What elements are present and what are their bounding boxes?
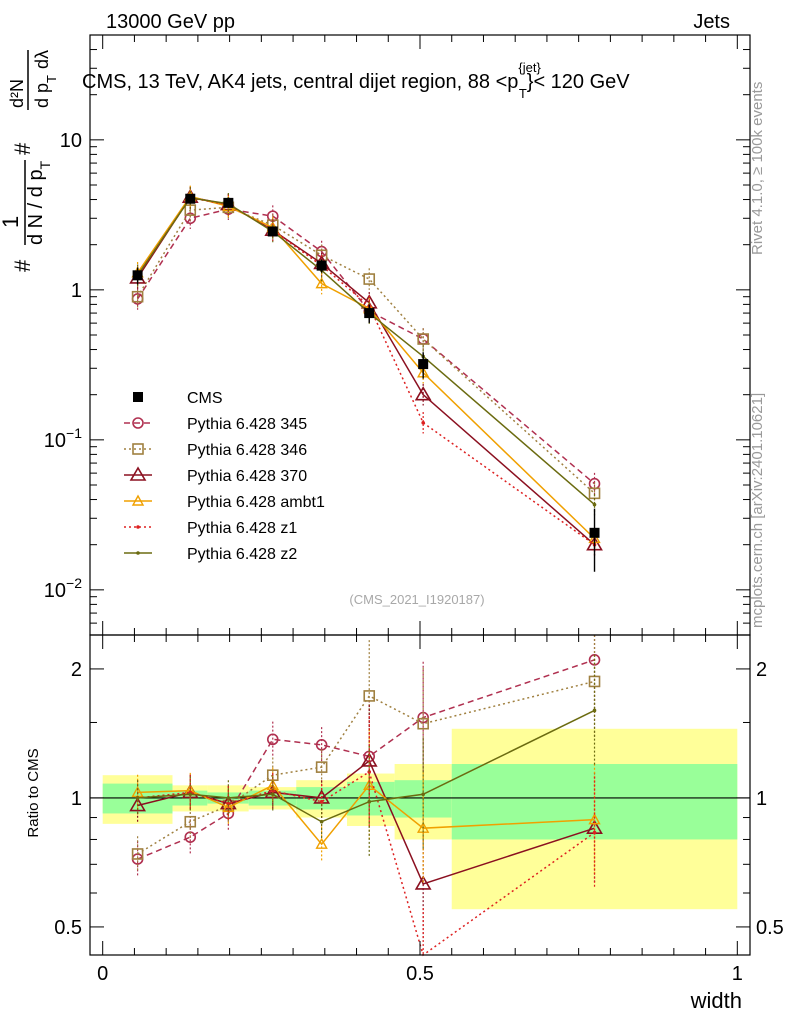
mcplots-label: mcplots.cern.ch [arXiv:2401.10621] [749,393,766,628]
x-tick-label: 0.5 [406,963,434,985]
series-line-main [136,196,596,546]
legend-label: Pythia 6.428 346 [187,442,307,459]
series-line-ratio [137,680,595,855]
y-tick-label: 10−1 [44,425,82,452]
series-line-main [136,206,596,494]
square-marker [417,717,429,730]
small-triangle-marker [131,494,145,506]
ratio-y-tick-label: 0.5 [54,917,82,939]
dot-marker [270,792,275,797]
circle-marker [417,333,429,345]
cms-point [316,260,327,271]
cms-data [132,193,600,572]
analysis-id-watermark: (CMS_2021_I1920187) [349,592,484,607]
ratio-y-tick-label-right: 0.5 [756,917,784,939]
triangle-marker [129,466,147,481]
dot-marker [592,830,597,835]
x-tick-label: 1 [732,963,743,985]
series-line-ratio [137,659,595,860]
frame-layer: 0 0.5 1 10−2 10−1 1 10 0.5 0.5 1 1 2 2 [44,34,784,985]
square-marker [417,333,429,345]
series-layer [129,185,603,957]
y-tick-label: 1 [71,280,82,302]
small-triangle-marker [315,277,328,289]
cms-point [223,197,234,208]
rivet-version-label: Rivet 4.1.0, ≥ 100k events [749,82,766,255]
series-line-main [136,195,596,540]
dot-marker [136,525,140,529]
y-label-dpt-dlambda: d pTdλ [32,50,59,108]
legend-label: Pythia 6.428 ambt1 [187,494,325,511]
ratio-y-tick-label-right: 2 [756,659,767,681]
square-marker [315,761,328,773]
dot-marker [136,551,140,555]
cms-point [185,193,196,204]
y-label-dn-dpt: d N / d pT [25,160,53,245]
y-label-hash-1: # [10,259,35,272]
x-axis-label: width [690,988,742,1013]
plot-title: CMS, 13 TeV, AK4 jets, central dijet reg… [82,60,630,101]
cms-point [589,527,600,538]
dot-marker [226,801,231,806]
header-left: 13000 GeV pp [106,11,235,33]
legend-label: Pythia 6.428 345 [187,416,307,433]
ratio-y-tick-label-right: 1 [756,788,767,810]
dot-marker [135,796,140,800]
legend-label: Pythia 6.428 z2 [187,546,297,563]
square-marker [131,848,144,860]
triangle-marker [414,875,432,890]
dot-marker [367,770,372,774]
ratio-y-tick-label: 1 [71,788,82,810]
square-marker [184,815,197,828]
dot-marker [319,799,324,804]
y-label-hash-2: # [10,142,35,155]
triangle-marker [414,386,432,401]
square-marker [363,690,376,702]
legend: CMS Pythia 6.428 345 Pythia 6.428 346 Pythi… [124,390,325,563]
dot-marker [421,420,425,425]
legend-label: Pythia 6.428 370 [187,468,307,485]
small-triangle-marker [315,837,328,849]
dot-marker [188,792,193,797]
circle-marker [266,733,279,746]
cms-point [364,308,375,319]
series-line-ratio [137,784,595,846]
header-right: Jets [693,11,730,33]
ratio-y-tick-label: 2 [71,659,82,681]
y-label-one: 1 [0,216,23,228]
y-tick-label: 10−2 [44,575,82,602]
dot-marker [226,796,231,800]
dot-marker [367,799,372,804]
square-marker [131,290,144,303]
dot-marker [270,788,275,793]
cms-point [132,270,143,281]
y-label-d2n: d²N [7,79,27,108]
ratio-axis-label: Ratio to CMS [25,748,42,837]
legend-label-cms: CMS [187,390,223,407]
square-marker [363,273,376,285]
triangle-marker [129,796,146,812]
square-marker [132,443,144,455]
dot-marker [592,708,597,713]
series-line-ratio [137,709,595,823]
legend-cms-marker [133,392,143,402]
circle-marker [132,417,144,429]
series-line-main [136,197,596,506]
cms-point [267,226,278,237]
series-line-main [136,197,595,546]
y-tick-label: 10 [60,130,82,152]
dot-marker [319,819,324,824]
cms-point [418,359,429,370]
y-axis-label: # 1 d N / d pT # d²N d pTdλ [0,50,59,272]
legend-label: Pythia 6.428 z1 [187,520,297,537]
small-triangle-marker [588,813,601,825]
dot-marker [421,792,425,797]
series-line-main [136,208,596,485]
x-tick-label: 0 [97,963,108,985]
dot-marker [592,502,597,507]
